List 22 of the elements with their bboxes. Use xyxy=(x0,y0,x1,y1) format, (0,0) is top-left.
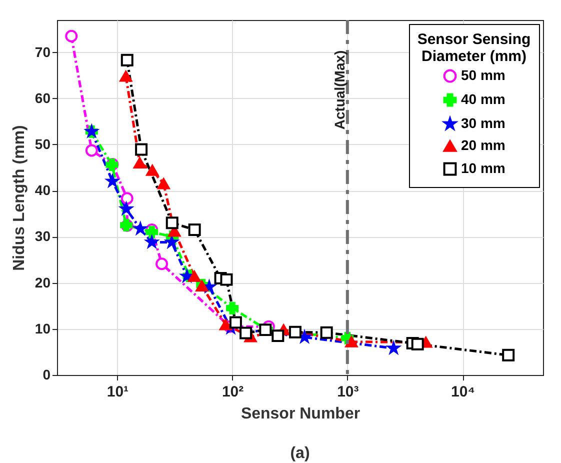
legend-label: 40 mm xyxy=(461,91,506,107)
y-axis-title: Nidus Length (mm) xyxy=(10,125,28,271)
legend-label: 30 mm xyxy=(461,115,506,131)
y-tick-label: 70 xyxy=(34,44,51,60)
y-tick-label: 20 xyxy=(34,274,51,290)
x-tick-label: 10⁴ xyxy=(450,384,476,400)
legend-label: 50 mm xyxy=(461,67,506,83)
y-tick-label: 40 xyxy=(34,182,51,198)
y-tick-label: 60 xyxy=(34,90,51,106)
legend-title: Sensor Sensing Diameter (mm) xyxy=(417,31,531,65)
legend-label: 20 mm xyxy=(461,137,506,153)
ref-line-label: Actual(Max) xyxy=(331,50,348,130)
text: (a) xyxy=(290,445,310,462)
y-tick-label: 10 xyxy=(34,320,51,336)
x-tick-label: 10³ xyxy=(337,384,359,400)
legend-label: 10 mm xyxy=(461,160,506,176)
x-tick-label: 10¹ xyxy=(106,384,129,400)
y-tick-label: 30 xyxy=(34,228,51,244)
y-tick-label: 0 xyxy=(42,366,51,382)
x-axis-title: Sensor Number xyxy=(240,406,360,422)
y-tick-label: 50 xyxy=(34,136,51,152)
x-tick-label: 10² xyxy=(222,384,244,400)
